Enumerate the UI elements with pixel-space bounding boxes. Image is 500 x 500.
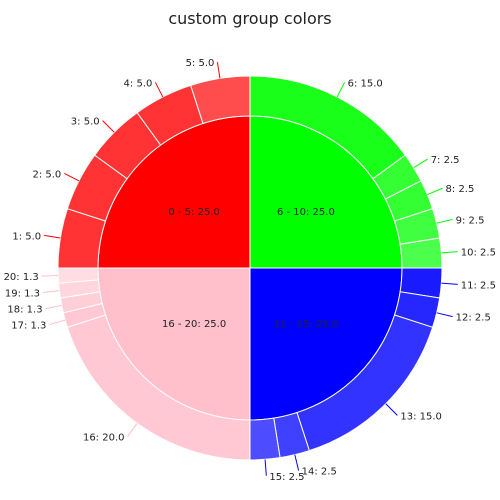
leader-line — [264, 459, 267, 476]
outer-slice-label: 7: 2.5 — [431, 155, 460, 166]
outer-slice-label: 16: 20.0 — [83, 433, 125, 444]
outer-slice-label: 1: 5.0 — [12, 231, 41, 242]
inner-labels: 6 - 10: 25.0 11 - 15: 25.0 16 - 20: 25.0 0 … — [162, 207, 338, 330]
leader-line — [41, 275, 59, 277]
outer-slice-label: 11: 2.5 — [461, 280, 496, 291]
leader-line — [427, 187, 443, 195]
leader-line — [385, 403, 398, 416]
inner-slice-label: 11 - 15: 25.0 — [274, 319, 338, 330]
outer-slice-label: 18: 1.3 — [7, 305, 42, 316]
leader-line — [436, 312, 453, 318]
inner-ring — [97, 115, 403, 421]
inner-slice-label: 6 - 10: 25.0 — [277, 207, 335, 218]
leader-line — [441, 251, 458, 254]
outer-slice-label: 5: 5.0 — [186, 58, 215, 69]
outer-slice-label: 6: 15.0 — [348, 78, 383, 89]
outer-slice-5 — [190, 75, 251, 125]
leader-line — [216, 62, 221, 79]
outer-slice-label: 8: 2.5 — [446, 184, 475, 195]
leader-line — [44, 234, 61, 239]
leader-line — [436, 218, 453, 224]
outer-slice-20 — [57, 267, 100, 284]
outer-slice-label: 10: 2.5 — [461, 248, 496, 259]
outer-slice-label: 15: 2.5 — [269, 472, 304, 483]
leader-line — [64, 172, 80, 182]
outer-ring — [57, 75, 443, 461]
leader-line — [336, 82, 346, 98]
leader-line — [413, 158, 428, 169]
outer-slice-label: 4: 5.0 — [124, 78, 153, 89]
outer-slice-label: 13: 15.0 — [400, 411, 442, 422]
outer-labels: 6: 15.0 7: 2.5 8: 2.5 9: 2.5 10: 2.5 11: 2.5 1… — [4, 58, 496, 483]
leader-line — [45, 304, 62, 310]
outer-slice-label: 14: 2.5 — [302, 467, 337, 478]
leader-line — [441, 282, 458, 285]
outer-slice-label: 2: 5.0 — [32, 169, 61, 180]
leader-line — [154, 82, 164, 98]
leader-line — [42, 290, 60, 293]
leader-line — [102, 120, 115, 133]
leader-line — [49, 319, 66, 326]
leader-line — [294, 454, 300, 471]
outer-slice-label: 12: 2.5 — [456, 313, 491, 324]
outer-slice-label: 17: 1.3 — [11, 321, 46, 332]
inner-slice-label: 16 - 20: 25.0 — [162, 319, 226, 330]
outer-slice-label: 20: 1.3 — [4, 272, 39, 283]
outer-slice-label: 3: 5.0 — [71, 117, 100, 128]
outer-slice-label: 19: 1.3 — [5, 288, 40, 299]
chart-title: custom group colors — [168, 9, 331, 28]
outer-slice-label: 9: 2.5 — [456, 215, 485, 226]
inner-slice-label: 0 - 5: 25.0 — [168, 207, 220, 218]
leader-line — [127, 423, 138, 437]
